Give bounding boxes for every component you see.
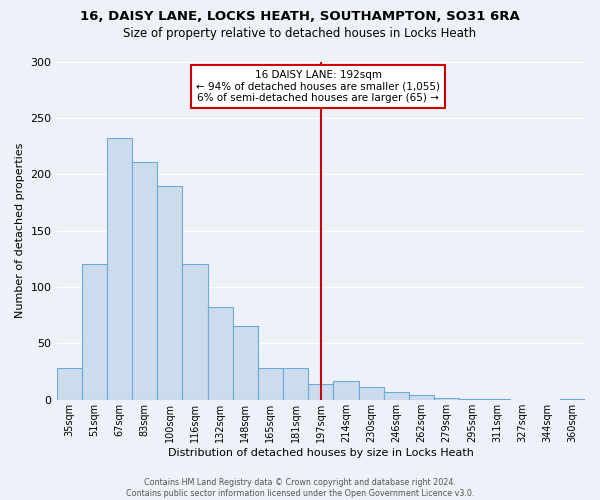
Bar bbox=[359, 388, 383, 400]
Bar bbox=[182, 264, 208, 400]
Text: Size of property relative to detached houses in Locks Heath: Size of property relative to detached ho… bbox=[124, 28, 476, 40]
Text: 16 DAISY LANE: 192sqm
← 94% of detached houses are smaller (1,055)
6% of semi-de: 16 DAISY LANE: 192sqm ← 94% of detached … bbox=[196, 70, 440, 103]
Bar bbox=[283, 368, 308, 400]
Bar bbox=[82, 264, 107, 400]
Bar bbox=[132, 162, 157, 400]
Bar bbox=[233, 326, 258, 400]
Bar bbox=[157, 186, 182, 400]
Bar bbox=[107, 138, 132, 400]
Bar bbox=[334, 380, 359, 400]
Bar bbox=[208, 308, 233, 400]
Bar bbox=[308, 384, 334, 400]
Bar bbox=[258, 368, 283, 400]
Bar bbox=[383, 392, 409, 400]
Bar bbox=[560, 398, 585, 400]
Bar bbox=[56, 368, 82, 400]
Bar bbox=[409, 396, 434, 400]
X-axis label: Distribution of detached houses by size in Locks Heath: Distribution of detached houses by size … bbox=[168, 448, 474, 458]
Bar bbox=[484, 398, 509, 400]
Bar bbox=[459, 398, 484, 400]
Text: Contains HM Land Registry data © Crown copyright and database right 2024.
Contai: Contains HM Land Registry data © Crown c… bbox=[126, 478, 474, 498]
Text: 16, DAISY LANE, LOCKS HEATH, SOUTHAMPTON, SO31 6RA: 16, DAISY LANE, LOCKS HEATH, SOUTHAMPTON… bbox=[80, 10, 520, 23]
Y-axis label: Number of detached properties: Number of detached properties bbox=[15, 143, 25, 318]
Bar bbox=[434, 398, 459, 400]
